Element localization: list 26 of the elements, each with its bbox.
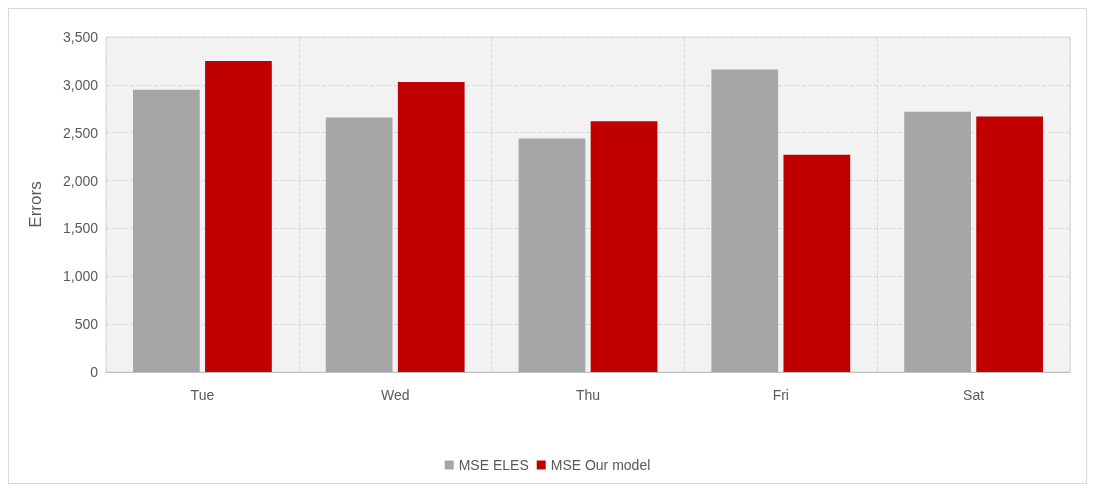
bar [325,117,393,372]
x-tick-label: Fri [772,387,789,403]
bar [205,60,272,372]
x-tick-label: Wed [380,387,410,403]
bar [132,89,200,372]
legend-label: MSE Our model [550,457,651,473]
y-tick-label: 1,500 [62,220,99,237]
y-tick-label: 500 [74,316,99,333]
bar [518,138,586,372]
bar [397,81,465,372]
bar [711,69,779,372]
bar [976,116,1044,372]
y-tick-label: 2,000 [62,172,99,189]
x-tick-label: Tue [190,387,215,403]
y-tick-label: 3,500 [62,29,99,45]
bar [904,111,971,372]
bar [590,121,658,372]
y-axis-title: Errors [26,181,45,228]
x-tick-label: Sat [963,387,985,403]
legend-label: MSE ELES [458,457,529,473]
y-tick-label: 1,000 [62,268,99,285]
y-tick-label: 0 [90,364,99,380]
x-tick-label: Thu [575,387,601,403]
bar [783,154,851,372]
y-tick-label: 2,500 [62,124,99,141]
y-tick-label: 3,000 [62,76,99,93]
